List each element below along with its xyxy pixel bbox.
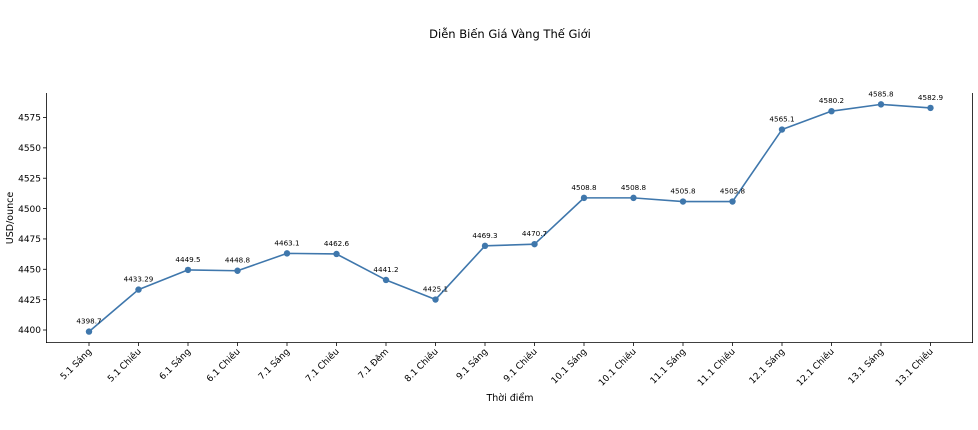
y-tick-label: 4500 (18, 205, 41, 215)
data-value-label: 4462.6 (324, 239, 350, 248)
x-tick-label: 13.1 Chiều (893, 346, 935, 388)
data-point (481, 242, 489, 250)
data-value-label: 4449.5 (175, 255, 200, 264)
data-value-label: 4470.7 (522, 229, 547, 238)
data-point (679, 198, 687, 205)
x-tick-label: 5.1 Sáng (59, 347, 94, 382)
y-tick-label: 4550 (18, 144, 41, 154)
y-tick-label: 4475 (18, 235, 41, 245)
y-tick-label: 4400 (18, 326, 41, 336)
data-value-label: 4585.8 (868, 89, 894, 98)
data-value-label: 4441.2 (373, 265, 398, 274)
x-tick-labels: 5.1 Sáng 5.1 Chiều 6.1 Sáng 6.1 Chiều 7.1 Sá… (59, 342, 936, 389)
data-value-label: 4463.1 (274, 238, 299, 247)
data-value-label: 4398.7 (76, 317, 101, 326)
x-tick-label: 8.1 Chiều (403, 346, 441, 384)
data-value-label: 4508.8 (621, 183, 647, 192)
data-value-label: 4469.3 (472, 231, 497, 240)
x-tick-label: 9.1 Chiều (502, 346, 540, 384)
x-tick-label: 9.1 Sáng (455, 347, 490, 382)
y-axis-label: USD/ounce (5, 192, 16, 245)
y-tick-label: 4450 (18, 265, 41, 275)
x-tick-label: 7.1 Sáng (257, 347, 292, 382)
data-value-label: 4508.8 (571, 183, 597, 192)
x-tick-label: 10.1 Chiều (596, 346, 638, 388)
y-tick-label: 4575 (18, 114, 41, 124)
data-value-label: 4433.29 (124, 275, 154, 284)
data-point (531, 240, 538, 248)
data-point (135, 286, 142, 293)
data-value-label: 4565.1 (769, 115, 794, 124)
x-tick-label: 6.1 Sáng (158, 347, 193, 382)
x-tick-label: 11.1 Chiều (695, 346, 737, 388)
data-point (184, 266, 192, 274)
x-tick-label: 13.1 Sáng (847, 347, 886, 386)
x-axis-label: Thời điểm (485, 393, 533, 404)
x-tick-label: 6.1 Chiều (205, 346, 243, 384)
x-tick-label: 10.1 Sáng (550, 347, 589, 386)
data-value-label: 4448.8 (225, 256, 251, 265)
chart-title: Diễn Biến Giá Vàng Thế Giới (429, 27, 591, 41)
data-point (630, 194, 637, 202)
data-point (580, 194, 588, 202)
y-tick-label: 4425 (18, 296, 41, 306)
y-tick-label: 4525 (18, 174, 41, 184)
x-tick-label: 12.1 Chiều (794, 346, 836, 388)
data-point (85, 328, 93, 335)
data-value-label: 4505.8 (720, 187, 746, 196)
data-value-label: 4425.1 (423, 285, 448, 294)
data-point (927, 104, 934, 112)
data-point (283, 250, 291, 257)
data-value-label: 4505.8 (670, 187, 696, 196)
y-tick-labels: 4400 4425 4450 4475 4500 4525 4550 4575 (18, 114, 47, 336)
data-point (778, 126, 786, 133)
data-point (828, 107, 835, 115)
data-point-markers (85, 101, 934, 335)
x-tick-label: 5.1 Chiều (106, 346, 144, 384)
x-tick-label: 12.1 Sáng (748, 347, 787, 386)
gold-price-line (88, 103, 931, 333)
data-value-label: 4580.2 (819, 96, 844, 105)
x-tick-label: 7.1 Đêm (356, 346, 391, 381)
plot-axes (46, 93, 973, 343)
data-point (333, 250, 340, 258)
data-point (234, 267, 241, 274)
data-point (382, 276, 390, 284)
data-value-labels: 4398.7 4433.29 4449.5 4448.8 4463.1 4462.6 444… (76, 89, 943, 325)
data-value-label: 4582.9 (918, 93, 944, 102)
data-point (432, 296, 439, 303)
x-tick-label: 11.1 Sáng (649, 347, 688, 386)
data-point (729, 198, 736, 205)
data-point (877, 101, 885, 108)
x-tick-label: 7.1 Chiều (304, 346, 342, 384)
